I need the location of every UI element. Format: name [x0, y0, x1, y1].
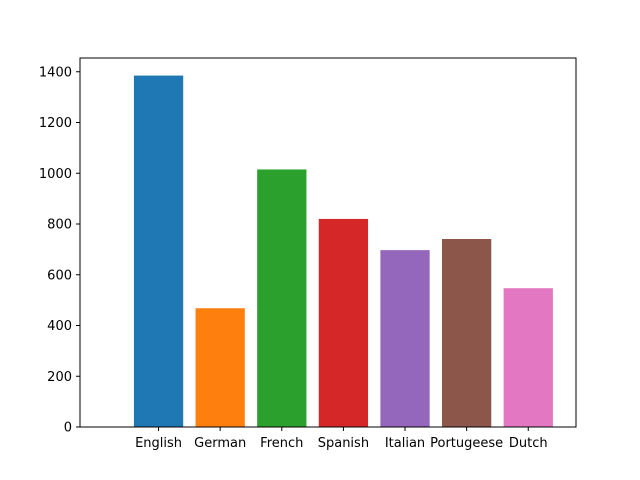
bars-group	[133, 75, 553, 428]
y-tick-label: 1200	[39, 116, 72, 131]
y-tick-label: 1000	[39, 167, 72, 182]
bar-dutch	[503, 288, 553, 427]
bar-german	[195, 308, 245, 427]
plot-frame	[79, 57, 577, 428]
y-tick-label: 200	[47, 370, 72, 385]
bar-portugeese	[441, 238, 492, 427]
x-tick-label: Dutch	[509, 436, 548, 451]
bar-spanish	[318, 218, 369, 427]
y-tick-label: 400	[47, 319, 72, 334]
bar-italian	[380, 250, 430, 427]
y-tick-label: 1400	[39, 65, 72, 80]
y-tick-label: 600	[47, 268, 72, 283]
x-tick-label: Spanish	[318, 436, 369, 451]
y-axis: 0 200 400 600 800 1000 1200 1400	[39, 65, 80, 436]
x-tick-label: Italian	[385, 436, 425, 451]
x-tick-label: Portugeese	[430, 436, 503, 451]
bar-english	[133, 75, 184, 428]
x-axis: English German French Spanish Italian Portuge…	[135, 427, 548, 451]
y-tick-label: 800	[47, 218, 72, 233]
x-tick-label: French	[260, 436, 303, 451]
bar-french	[257, 169, 307, 427]
y-tick-label: 0	[64, 421, 72, 436]
x-tick-label: German	[194, 436, 246, 451]
x-tick-label: English	[135, 436, 182, 451]
